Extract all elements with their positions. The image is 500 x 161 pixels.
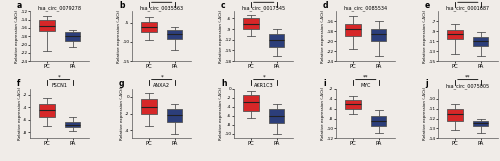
Text: *: * [466,0,469,2]
Y-axis label: Relative expression (-ΔCt): Relative expression (-ΔCt) [18,87,21,140]
Text: j: j [425,79,428,88]
Text: h: h [221,79,226,88]
Title: hsa_circ_0085534: hsa_circ_0085534 [344,6,388,11]
Text: **: ** [363,74,368,79]
PathPatch shape [473,120,488,127]
PathPatch shape [371,29,386,41]
Y-axis label: Relative expression (-ΔCt): Relative expression (-ΔCt) [423,9,427,63]
Title: ANXA2: ANXA2 [153,83,170,88]
PathPatch shape [473,37,488,46]
Title: AKR1C3: AKR1C3 [254,83,274,88]
PathPatch shape [447,109,462,120]
Text: **: ** [465,74,470,79]
Text: g: g [119,79,124,88]
Title: hsa_circ_0017545: hsa_circ_0017545 [242,6,286,11]
Text: a: a [17,1,22,10]
Text: f: f [17,79,20,88]
Text: *: * [58,74,61,79]
PathPatch shape [447,30,462,39]
PathPatch shape [39,20,54,31]
Y-axis label: Relative expression (-ΔCt): Relative expression (-ΔCt) [321,9,325,63]
Title: hsa_circ_0001687: hsa_circ_0001687 [446,6,490,11]
Y-axis label: Relative expression (-ΔCt): Relative expression (-ΔCt) [423,87,427,140]
PathPatch shape [371,116,386,126]
Text: *: * [262,74,265,79]
Text: *: * [160,74,163,79]
PathPatch shape [141,99,156,114]
Title: hsa_circ_0075005: hsa_circ_0075005 [446,83,490,89]
Y-axis label: Relative expression (-ΔCt): Relative expression (-ΔCt) [219,87,223,140]
Y-axis label: Relative expression (-ΔCt): Relative expression (-ΔCt) [219,9,223,63]
Title: MYC: MYC [360,83,371,88]
PathPatch shape [141,22,156,32]
Y-axis label: Relative expression (-ΔCt): Relative expression (-ΔCt) [321,87,325,140]
Text: c: c [221,1,226,10]
PathPatch shape [345,99,360,109]
PathPatch shape [39,104,54,117]
Text: d: d [323,1,328,10]
Y-axis label: Relative expression (-ΔCt): Relative expression (-ΔCt) [117,9,121,63]
PathPatch shape [243,18,258,29]
Title: FSCN1: FSCN1 [52,83,68,88]
PathPatch shape [269,109,284,123]
Y-axis label: Relative expression (-ΔCt): Relative expression (-ΔCt) [120,87,124,140]
PathPatch shape [167,30,182,39]
PathPatch shape [243,95,258,111]
Title: hsa_circ_0035563: hsa_circ_0035563 [140,6,184,11]
Text: b: b [119,1,124,10]
Y-axis label: Relative expression (-ΔCt): Relative expression (-ΔCt) [15,9,19,63]
Text: e: e [425,1,430,10]
PathPatch shape [65,122,80,127]
Text: *: * [262,0,265,2]
PathPatch shape [167,109,182,122]
PathPatch shape [345,24,360,36]
PathPatch shape [65,32,80,41]
Title: hsa_circ_0079278: hsa_circ_0079278 [38,6,82,11]
Text: *: * [160,0,163,2]
Text: i: i [323,79,326,88]
PathPatch shape [269,34,284,47]
